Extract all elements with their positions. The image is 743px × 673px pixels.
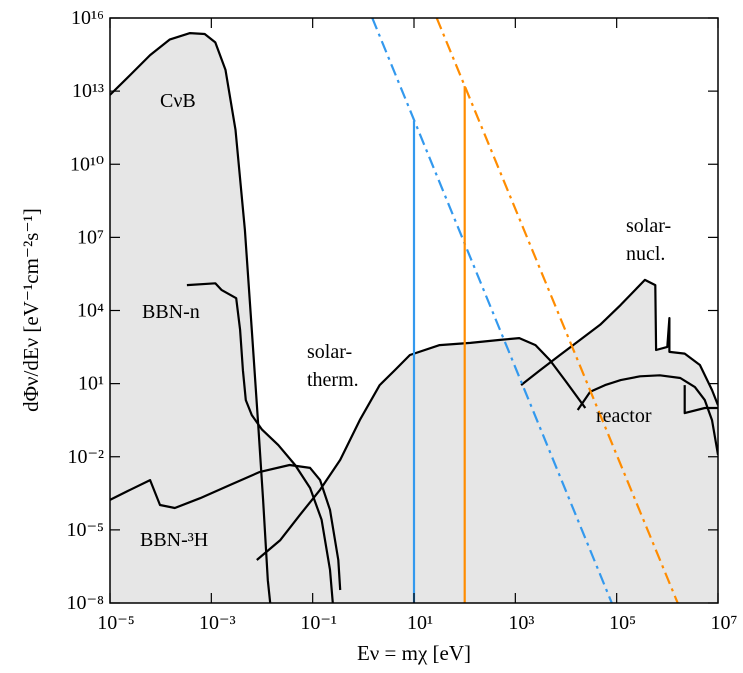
annotation: CνB	[160, 90, 196, 112]
curve	[186, 282, 334, 603]
annotation: solar-	[626, 215, 671, 237]
curve	[520, 278, 718, 406]
curve	[576, 374, 718, 455]
fills	[110, 33, 718, 603]
annotation: BBN-n	[142, 301, 200, 323]
y-tick-label: 10¹	[78, 373, 104, 395]
x-tick-label: 10³	[508, 612, 534, 634]
annotation: solar-	[307, 341, 352, 363]
curve	[371, 18, 613, 603]
annotations: CνB BBN-n BBN-³H solar-therm. solar-nucl. rea…	[140, 90, 671, 551]
curve	[435, 18, 679, 603]
x-tick-label: 10⁻¹	[300, 612, 337, 634]
x-tick-label: 10⁷	[711, 612, 738, 634]
x-tick-label: 10⁵	[609, 612, 636, 634]
x-axis-label: Eν = mχ [eV]	[357, 641, 471, 665]
area-fill	[256, 338, 586, 603]
curve	[256, 337, 587, 561]
annotation: nucl.	[626, 243, 665, 265]
annotation: reactor	[596, 405, 652, 427]
y-tick-label: 10⁴	[77, 300, 104, 322]
area-fill	[577, 375, 718, 603]
x-tick-label: 10⁻⁵	[97, 612, 135, 634]
area-fill	[684, 385, 718, 603]
curve	[683, 385, 718, 415]
y-tick-label: 10¹⁰	[70, 153, 104, 175]
y-tick-label: 10⁷	[77, 226, 104, 248]
annotation: therm.	[307, 369, 359, 391]
y-tick-label: 10¹⁶	[71, 7, 104, 29]
y-axis-label: dΦν/dEν [eV⁻¹cm⁻²s⁻¹]	[19, 208, 43, 412]
x-tick-label: 10¹	[407, 612, 433, 634]
y-tick-label: 10⁻²	[67, 446, 104, 468]
curve	[110, 463, 342, 591]
annotation: BBN-³H	[140, 529, 208, 551]
y-tick-label: 10¹³	[72, 80, 104, 102]
lines	[110, 18, 718, 603]
y-tick-label: 10⁻⁸	[66, 592, 104, 614]
y-tick-label: 10⁻⁵	[66, 519, 104, 541]
x-tick-label: 10⁻³	[199, 612, 236, 634]
curve	[110, 32, 272, 603]
